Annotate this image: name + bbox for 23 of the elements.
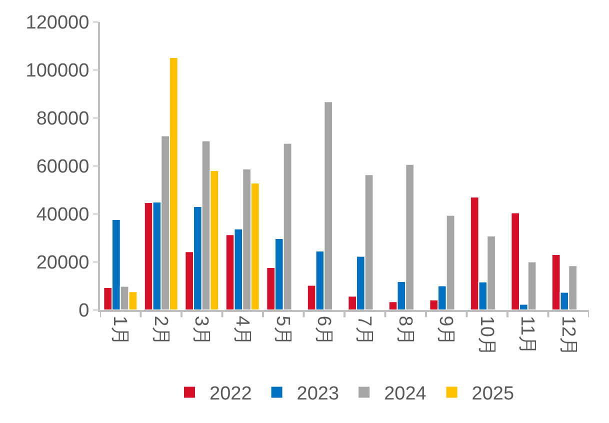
x-tick-label: 1月 <box>109 316 130 346</box>
y-tick-label: 20000 <box>36 252 90 274</box>
x-tick-label: 4月 <box>231 316 252 346</box>
x-tick-label: 8月 <box>394 316 416 346</box>
x-tick-label: 11月 <box>516 316 538 355</box>
x-tick-label: 6月 <box>312 316 334 346</box>
x-tick-label: 10月 <box>476 316 497 356</box>
y-tick-label: 0 <box>78 300 90 322</box>
x-tick-label: 7月 <box>354 316 375 346</box>
x-tick-label: 3月 <box>190 316 212 346</box>
x-tick-label: 9月 <box>435 316 456 346</box>
y-tick-label: 80000 <box>36 108 90 130</box>
x-tick-label: 2月 <box>150 316 171 346</box>
legend-label: 2023 <box>296 384 340 405</box>
legend-label: 2024 <box>384 384 427 405</box>
y-tick-label: 60000 <box>36 156 90 178</box>
y-tick-label: 120000 <box>26 12 90 34</box>
y-tick-label: 100000 <box>26 60 90 82</box>
legend-label: 2022 <box>210 384 252 405</box>
legend-label: 2025 <box>472 384 514 405</box>
y-tick-label: 40000 <box>36 204 90 226</box>
x-tick-label: 5月 <box>272 316 294 346</box>
x-tick-label: 12月 <box>557 316 578 356</box>
